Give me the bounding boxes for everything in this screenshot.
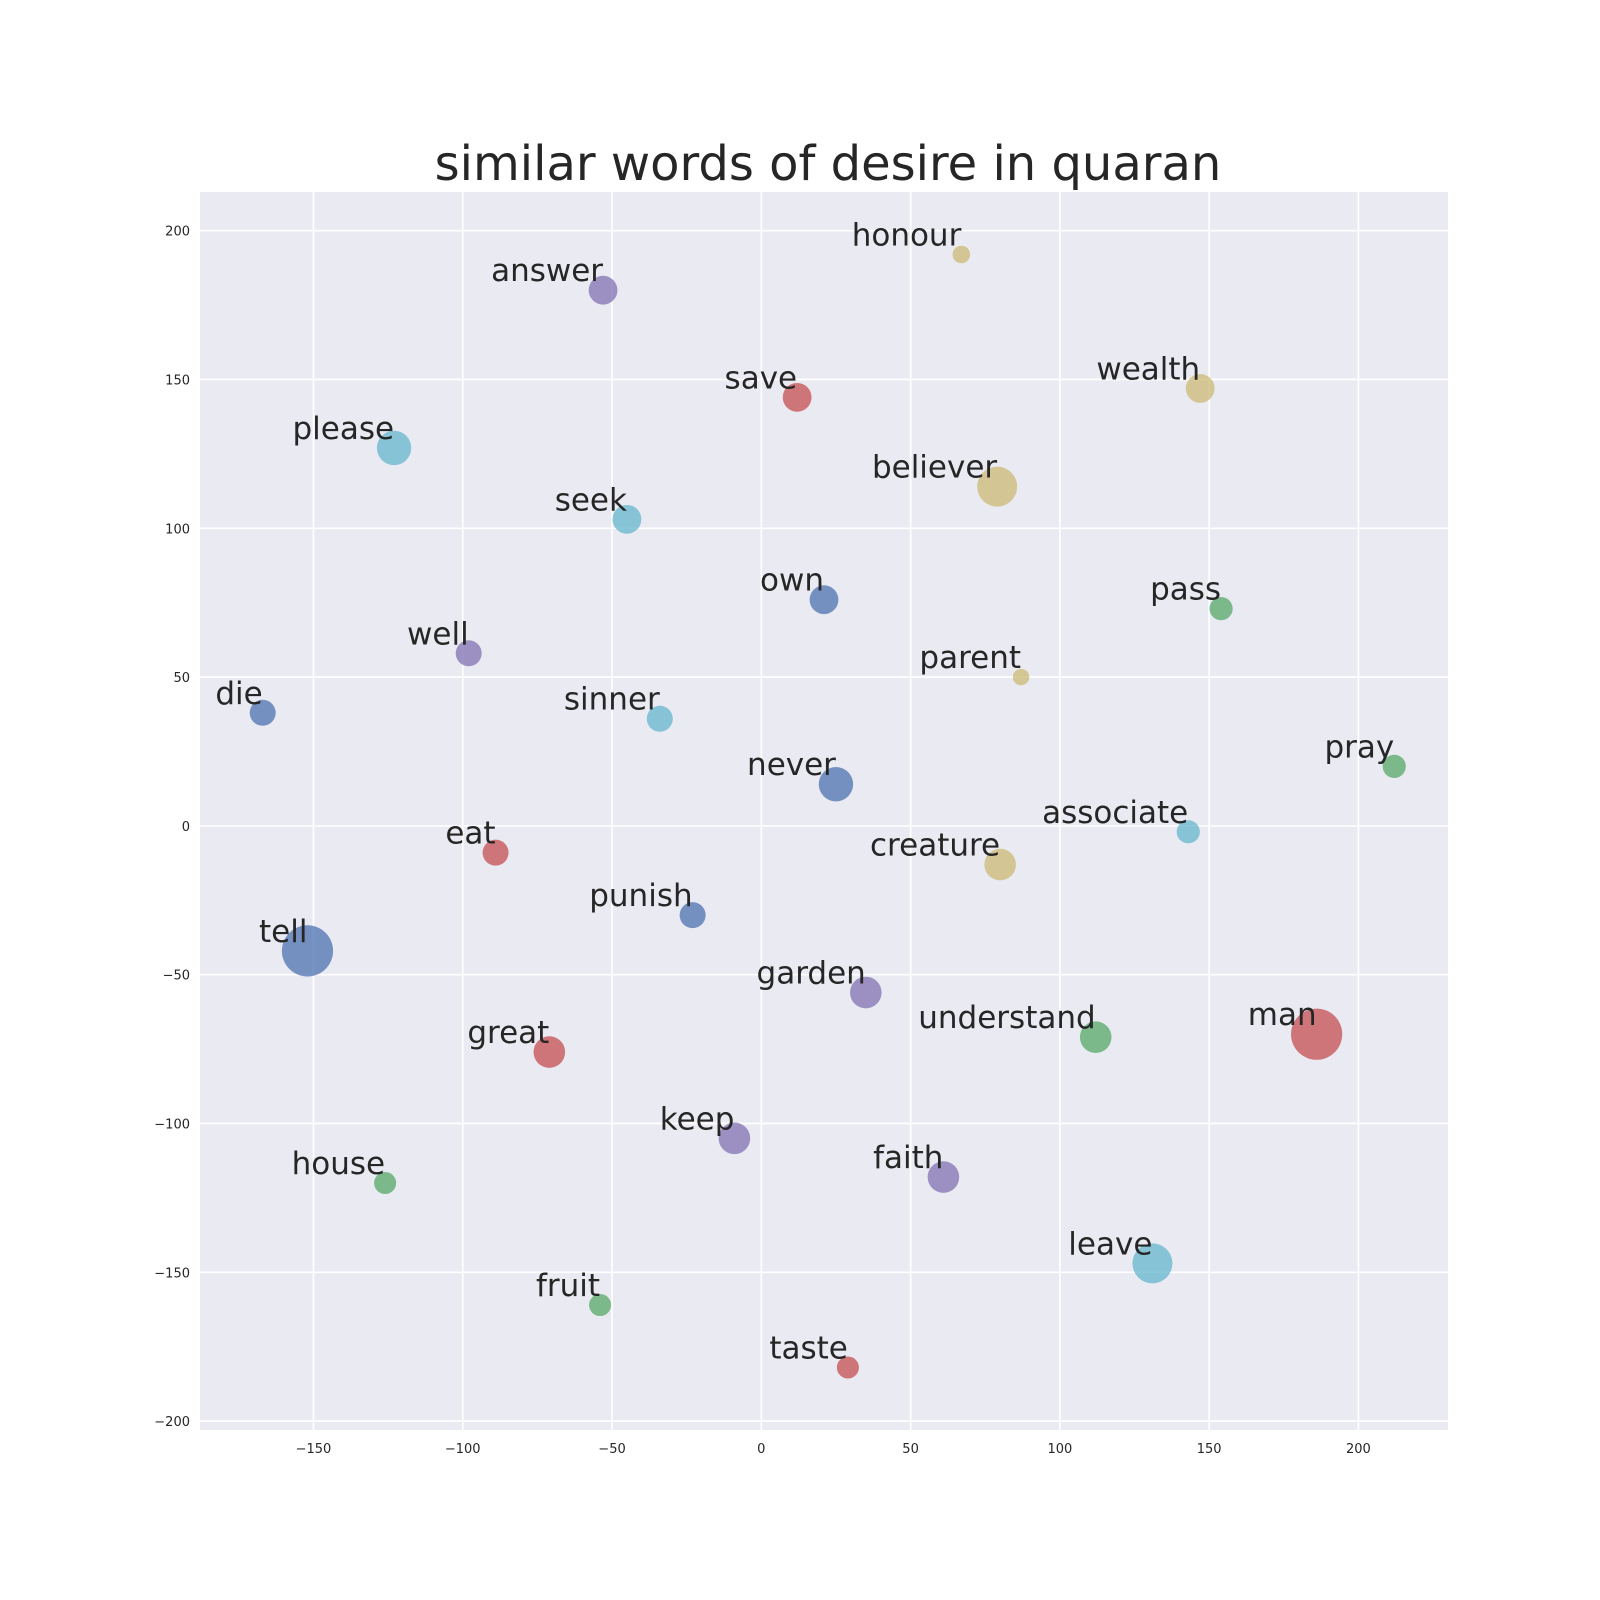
point-label-garden: garden: [757, 956, 866, 992]
point-man: [1291, 1008, 1343, 1060]
x-tick-label: 100: [1047, 1442, 1072, 1457]
chart-title: similar words of desire in quaran: [434, 136, 1222, 192]
point-label-answer: answer: [491, 253, 603, 289]
point-sinner: [646, 705, 673, 732]
point-pass: [1209, 597, 1233, 621]
y-tick-label: −50: [163, 969, 190, 984]
point-parent: [1012, 668, 1030, 686]
point-label-seek: seek: [555, 482, 627, 518]
grid-layer: [200, 192, 1448, 1430]
x-tick-label: −100: [445, 1442, 481, 1457]
tick-layer: −150 −100 −50 0 50 100 150 200 −200 −150 −100 −50 0 5…: [154, 225, 1371, 1457]
point-label-tell: tell: [259, 914, 307, 950]
point-label-please: please: [292, 411, 394, 447]
point-label-man: man: [1248, 997, 1317, 1033]
point-great: [533, 1036, 566, 1068]
point-label-own: own: [760, 563, 824, 599]
x-tick-label: 0: [757, 1442, 765, 1457]
point-understand: [1079, 1021, 1112, 1053]
x-tick-label: 150: [1197, 1442, 1222, 1457]
point-faith: [927, 1161, 960, 1193]
point-wealth: [1185, 374, 1215, 403]
y-tick-label: 200: [165, 225, 190, 240]
point-creature: [984, 848, 1016, 881]
point-label-faith: faith: [873, 1140, 943, 1176]
point-never: [818, 767, 854, 802]
point-taste: [836, 1356, 859, 1379]
point-please: [376, 430, 412, 466]
point-label-wealth: wealth: [1096, 351, 1200, 387]
point-house: [374, 1171, 397, 1195]
point-label-honour: honour: [852, 217, 962, 253]
y-tick-label: 100: [165, 522, 190, 537]
point-label-believer: believer: [872, 450, 997, 486]
point-keep: [718, 1122, 751, 1155]
point-label-well: well: [407, 616, 469, 652]
point-fruit: [589, 1293, 612, 1317]
x-tick-label: −50: [598, 1442, 625, 1457]
point-label-understand: understand: [918, 1000, 1095, 1036]
point-tell: [281, 925, 334, 977]
point-layer: honour answer save wealth please believer seek…: [215, 217, 1406, 1379]
point-well: [455, 640, 482, 667]
point-label-associate: associate: [1042, 795, 1188, 831]
point-label-punish: punish: [589, 878, 692, 914]
point-honour: [952, 245, 971, 264]
point-answer: [588, 275, 618, 305]
point-label-pray: pray: [1324, 729, 1394, 765]
x-tick-label: 200: [1346, 1442, 1371, 1457]
y-tick-label: 50: [173, 671, 190, 686]
point-label-leave: leave: [1068, 1226, 1152, 1262]
point-pray: [1382, 754, 1406, 778]
point-punish: [679, 902, 706, 929]
point-die: [249, 699, 276, 726]
point-label-die: die: [215, 676, 262, 712]
point-label-house: house: [292, 1146, 385, 1182]
point-label-taste: taste: [769, 1331, 848, 1367]
y-tick-label: −200: [154, 1415, 190, 1430]
x-tick-label: −150: [296, 1442, 332, 1457]
point-label-eat: eat: [445, 816, 495, 852]
point-label-save: save: [725, 360, 798, 396]
point-garden: [849, 976, 882, 1009]
point-save: [782, 382, 812, 412]
point-associate: [1176, 820, 1200, 844]
point-seek: [612, 504, 642, 534]
point-label-creature: creature: [870, 828, 1000, 864]
x-tick-label: 50: [902, 1442, 919, 1457]
point-label-parent: parent: [919, 640, 1021, 676]
point-label-never: never: [747, 747, 836, 783]
point-label-keep: keep: [660, 1101, 735, 1137]
point-label-sinner: sinner: [564, 682, 660, 718]
y-tick-label: −150: [154, 1266, 190, 1281]
point-label-pass: pass: [1150, 572, 1221, 608]
point-label-great: great: [467, 1015, 549, 1051]
y-tick-label: 150: [165, 373, 190, 388]
y-tick-label: −100: [154, 1117, 190, 1132]
plot-area: [200, 192, 1448, 1430]
point-own: [809, 585, 839, 615]
point-label-fruit: fruit: [536, 1268, 600, 1304]
point-eat: [482, 839, 509, 866]
y-tick-label: 0: [182, 820, 190, 835]
point-believer: [977, 466, 1018, 507]
point-leave: [1132, 1243, 1173, 1284]
